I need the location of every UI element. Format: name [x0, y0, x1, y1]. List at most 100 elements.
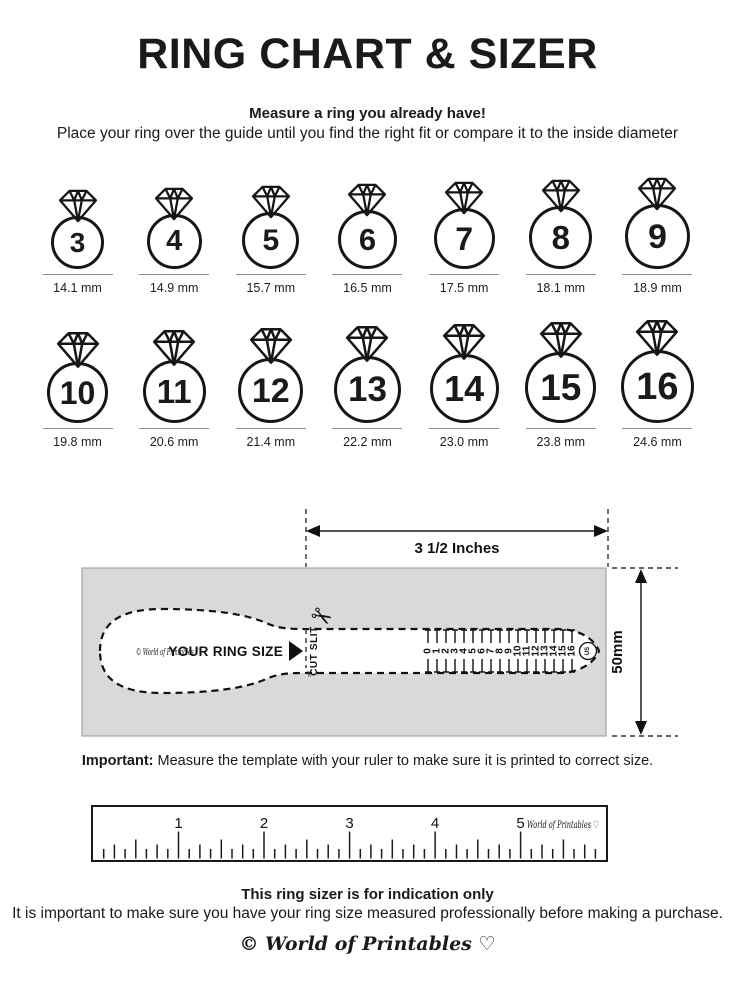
ring-underline	[622, 428, 693, 429]
ring-size-number: 3	[69, 226, 86, 258]
strap-size-number: 14	[549, 645, 560, 657]
ring-diameter-label: 23.0 mm	[439, 435, 489, 449]
strap-tick	[542, 629, 548, 673]
ring-size-number: 16	[636, 365, 679, 408]
strap-size-number: 15	[558, 645, 569, 657]
strap-size-number: 16	[567, 645, 578, 657]
ring-size-item: 9 18.9 mm	[609, 177, 705, 295]
intro-text: Place your ring over the guide until you…	[56, 125, 679, 142]
ring-icon: 13	[333, 325, 401, 423]
diamond-icon	[155, 187, 194, 221]
ring-sizer-template-figure: 3 1/2 Inches 50mm ✂ ✂ © World of Printab…	[0, 471, 735, 741]
ring-size-item: 11 20.6 mm	[126, 329, 222, 449]
ruler-number: 4	[431, 815, 439, 832]
ring-diameter-label: 15.7 mm	[246, 281, 296, 295]
diamond-icon	[251, 185, 290, 219]
important-note: Important: Measure the template with you…	[0, 753, 735, 769]
ring-size-number: 6	[358, 222, 377, 257]
strap-tick	[560, 629, 566, 673]
ring-icon: 7	[433, 181, 495, 269]
diamond-icon	[249, 328, 292, 364]
ruler-scale: 1 2 3 4 5 World of Printables ♡	[102, 815, 599, 859]
strap-size-number: 3	[450, 648, 461, 654]
ruler-brand: World of Printables ♡	[527, 820, 599, 831]
strap-size-number: 6	[477, 648, 488, 654]
ring-underline	[235, 428, 306, 429]
strap-tick	[452, 629, 458, 673]
ring-size-number: 10	[59, 374, 96, 411]
ring-icon: 8	[529, 179, 593, 269]
strap-size-number: 2	[441, 648, 452, 654]
ring-icon: 6	[337, 183, 397, 269]
strap-size-number: 9	[504, 648, 515, 654]
ring-size-item: 10 19.8 mm	[30, 331, 126, 449]
strap-tick	[533, 629, 539, 673]
ring-underline	[139, 428, 210, 429]
ring-size-number: 12	[251, 371, 290, 410]
ring-diameter-label: 17.5 mm	[439, 281, 489, 295]
ring-size-number: 15	[540, 367, 582, 408]
template-brand: © World of Printables ♡	[136, 648, 200, 658]
ruler-number: 1	[174, 815, 182, 832]
strap-size-number: 7	[486, 648, 497, 654]
ring-underline	[429, 428, 500, 429]
page-title: RING CHART & SIZER	[137, 30, 598, 78]
ring-size-item: 8 18.1 mm	[513, 179, 609, 295]
arrow-left-icon	[306, 525, 320, 537]
ring-size-number: 9	[647, 217, 667, 256]
ring-size-item: 5 15.7 mm	[223, 185, 319, 295]
ring-size-item: 7 17.5 mm	[416, 181, 512, 295]
strap-size-number: 4	[459, 648, 470, 654]
ring-icon: 16	[620, 319, 694, 423]
strap-tick	[524, 629, 530, 673]
ring-size-chart: 3 14.1 mm 4 14.9 mm 5 15.7 mm 6 16.5 mm 7 17.5 mm…	[30, 177, 706, 449]
height-dimension-label: 50mm	[609, 630, 626, 673]
ring-diameter-label: 19.8 mm	[53, 435, 102, 449]
ring-icon: 15	[525, 321, 597, 423]
width-dimension-label: 3 1/2 Inches	[414, 540, 499, 557]
strap-tick	[488, 629, 494, 673]
ring-diameter-label: 21.4 mm	[246, 435, 296, 449]
diamond-icon	[58, 189, 97, 223]
ring-size-number: 7	[455, 220, 474, 257]
ring-size-item: 3 14.1 mm	[30, 189, 126, 295]
ring-underline	[525, 274, 596, 275]
strap-tick	[515, 629, 521, 673]
ring-size-number: 14	[444, 367, 485, 409]
ring-row-1: 3 14.1 mm 4 14.9 mm 5 15.7 mm 6 16.5 mm 7 17.5 mm…	[30, 177, 706, 295]
strap-size-number: 5	[468, 648, 479, 654]
footer-brand: © World of Printables ♡	[239, 933, 496, 955]
ring-size-item: 4 14.9 mm	[126, 187, 222, 295]
diamond-icon	[638, 177, 677, 211]
strap-tick	[479, 629, 485, 673]
arrow-up-icon	[635, 569, 647, 583]
ring-underline	[332, 274, 403, 275]
ring-size-item: 16 24.6 mm	[609, 319, 705, 449]
ring-size-number: 5	[262, 223, 280, 257]
ring-icon: 9	[624, 177, 690, 269]
ruler-number: 3	[345, 815, 353, 832]
ring-size-number: 13	[348, 370, 387, 409]
strap-tick	[425, 629, 431, 673]
diamond-icon	[541, 179, 580, 213]
footer-heading: This ring sizer is for indication only	[241, 886, 494, 903]
ring-size-number: 8	[551, 219, 570, 256]
ring-size-number: 4	[166, 225, 183, 257]
ring-underline	[235, 274, 306, 275]
important-text: Measure the template with your ruler to …	[153, 753, 654, 769]
ring-underline	[525, 428, 596, 429]
ring-underline	[429, 274, 500, 275]
ring-size-number: 11	[156, 373, 192, 410]
ring-size-item: 12 21.4 mm	[223, 327, 319, 449]
your-ring-size-label: YOUR RING SIZE	[169, 644, 283, 659]
ring-underline	[622, 274, 693, 275]
strap-tick	[443, 629, 449, 673]
diamond-icon	[539, 322, 582, 358]
strap-size-number: 1	[432, 648, 443, 654]
ring-size-item: 14 23.0 mm	[416, 323, 512, 449]
ring-underline	[42, 428, 113, 429]
pointer-triangle-icon	[289, 641, 303, 661]
ring-icon: 11	[142, 329, 206, 423]
ring-diameter-label: 22.2 mm	[343, 435, 392, 449]
